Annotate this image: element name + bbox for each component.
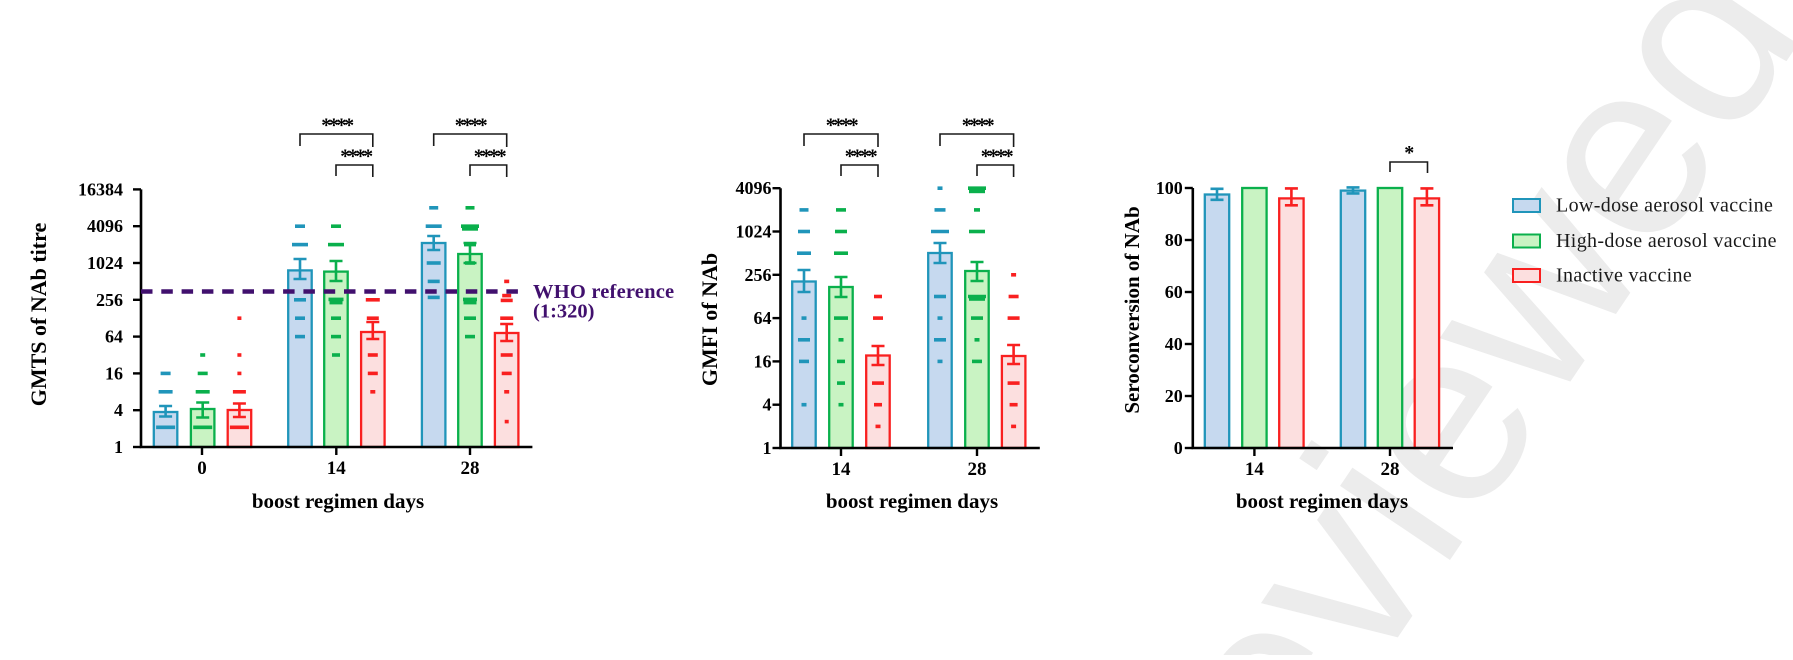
svg-text:boost regimen days: boost regimen days [1236,489,1408,513]
svg-text:16: 16 [754,351,772,371]
svg-text:80: 80 [1165,230,1183,250]
svg-text:100: 100 [1156,178,1183,198]
svg-text:Inactive vaccine: Inactive vaccine [1556,265,1692,287]
svg-text:4: 4 [763,395,772,415]
svg-text:WHO reference: WHO reference [533,281,674,303]
svg-text:0: 0 [197,458,207,479]
svg-text:4096: 4096 [87,216,123,236]
svg-text:(1:320): (1:320) [533,301,594,323]
svg-text:16: 16 [105,363,123,383]
svg-text:GMTS of NAb titre: GMTS of NAb titre [26,223,51,407]
svg-text:40: 40 [1165,334,1183,354]
svg-text:****: **** [962,115,995,137]
svg-text:boost regimen days: boost regimen days [252,489,424,513]
svg-text:16384: 16384 [78,179,123,199]
svg-text:****: **** [474,146,507,168]
svg-text:****: **** [340,146,373,168]
svg-text:****: **** [845,146,878,168]
svg-text:64: 64 [105,327,123,347]
svg-text:Low-dose aerosol vaccine: Low-dose aerosol vaccine [1556,195,1773,217]
svg-text:256: 256 [745,265,772,285]
svg-text:4096: 4096 [736,178,772,198]
svg-text:1024: 1024 [736,222,772,242]
svg-text:28: 28 [968,459,987,480]
svg-text:****: **** [826,115,859,137]
svg-text:256: 256 [96,290,123,310]
svg-text:High-dose aerosol vaccine: High-dose aerosol vaccine [1556,230,1777,252]
svg-text:1: 1 [763,438,772,458]
svg-text:28: 28 [461,458,480,479]
svg-text:64: 64 [754,308,772,328]
svg-text:14: 14 [832,459,852,480]
svg-text:1: 1 [114,437,123,457]
svg-text:28: 28 [1381,459,1400,480]
svg-text:****: **** [321,115,354,137]
svg-text:****: **** [981,146,1014,168]
svg-text:0: 0 [1174,438,1183,458]
svg-text:20: 20 [1165,386,1183,406]
svg-text:14: 14 [327,458,347,479]
svg-text:boost regimen days: boost regimen days [826,489,998,513]
svg-text:60: 60 [1165,282,1183,302]
svg-text:14: 14 [1245,459,1265,480]
svg-text:4: 4 [114,400,123,420]
svg-text:****: **** [455,115,488,137]
svg-text:Seroconversion of NAb: Seroconversion of NAb [1120,206,1144,413]
svg-text:1024: 1024 [87,253,123,273]
svg-text:GMFI of NAb: GMFI of NAb [697,253,722,386]
